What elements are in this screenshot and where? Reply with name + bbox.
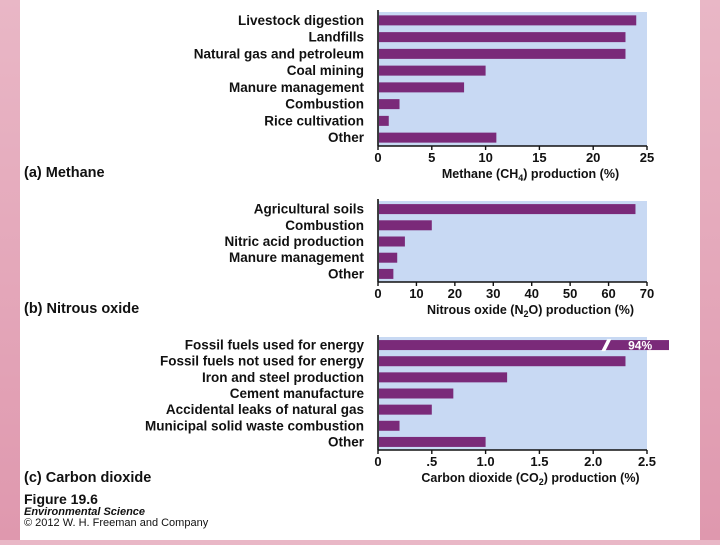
bar (379, 15, 637, 26)
plot-area (378, 201, 647, 282)
bar (379, 372, 508, 383)
bar (379, 82, 465, 93)
bar (379, 99, 400, 110)
category-label: Manure management (229, 80, 365, 95)
axis-label-text: ) production (%) (523, 167, 619, 181)
axis-label-subscript: 2 (539, 477, 544, 487)
x-tick-label: 20 (586, 150, 600, 165)
carbon-dioxide-chart: Fossil fuels used for energy 94% Fossil fu… (24, 335, 669, 487)
bar (379, 404, 432, 415)
axis-label-text: Methane (CH (442, 167, 518, 181)
axis-break-mark (601, 339, 612, 352)
category-label: Other (328, 266, 365, 281)
category-label: Municipal solid waste combustion (145, 418, 364, 433)
category-label: Natural gas and petroleum (194, 46, 364, 61)
bar (379, 236, 405, 247)
bar (379, 356, 626, 367)
category-label: Fossil fuels used for energy (185, 338, 365, 353)
methane-x-axis-label: Methane (CH4) production (%) (442, 167, 619, 183)
slide: Livestock digestion Landfills Natural gas … (20, 0, 700, 540)
bar (379, 252, 398, 263)
bar (379, 132, 497, 143)
axis-label-text: O) production (%) (529, 303, 635, 317)
x-tick-label: 10 (409, 286, 423, 301)
x-tick-label: 50 (563, 286, 577, 301)
x-tick-label: 15 (532, 150, 546, 165)
bar (379, 388, 454, 399)
carbon-dioxide-x-axis-label: Carbon dioxide (CO2) production (%) (421, 471, 639, 487)
category-label: Manure management (229, 250, 365, 265)
category-label: Rice cultivation (264, 113, 364, 128)
x-tick-label: 10 (478, 150, 492, 165)
caption-figure-number: Figure 19.6 (24, 491, 98, 507)
x-tick-label: 25 (640, 150, 654, 165)
x-tick-label: 70 (640, 286, 654, 301)
bar (379, 220, 432, 231)
axis-label-subscript: 2 (523, 309, 528, 319)
data-label: 94% (628, 339, 652, 353)
axis-label-subscript: 4 (518, 173, 523, 183)
bar (379, 65, 486, 76)
bar (379, 340, 669, 351)
x-tick-label: 1.0 (477, 454, 495, 469)
x-tick-label: 2.5 (638, 454, 656, 469)
bar (379, 48, 626, 59)
bar (379, 32, 626, 43)
bar (379, 436, 486, 447)
category-label: Nitric acid production (224, 234, 364, 249)
axis-label-text: Carbon dioxide (CO (421, 471, 539, 485)
nitrous-oxide-x-axis-label: Nitrous oxide (N2O) production (%) (427, 303, 634, 319)
category-label: Landfills (308, 30, 364, 45)
axis-label-text: Nitrous oxide (N (427, 303, 524, 317)
figure-caption: Figure 19.6 Environmental Science © 2012… (24, 491, 209, 529)
nitrous-oxide-panel-title: (b) Nitrous oxide (24, 301, 139, 317)
x-tick-label: .5 (426, 454, 437, 469)
x-tick-label: 0 (374, 454, 381, 469)
category-label: Combustion (285, 97, 364, 112)
category-label: Coal mining (287, 63, 364, 78)
category-label: Agricultural soils (254, 202, 364, 217)
carbon-dioxide-panel-title: (c) Carbon dioxide (24, 470, 151, 486)
x-tick-label: 2.0 (584, 454, 602, 469)
bar (379, 268, 394, 279)
bar (379, 115, 389, 126)
x-tick-label: 20 (448, 286, 462, 301)
category-label: Fossil fuels not used for energy (160, 354, 365, 369)
category-label: Iron and steel production (202, 370, 364, 385)
caption-book-title: Environmental Science (24, 506, 145, 518)
x-tick-label: 40 (524, 286, 538, 301)
x-tick-label: 0 (374, 286, 381, 301)
bar (379, 204, 636, 215)
axis-label-text: ) production (%) (544, 471, 640, 485)
x-tick-label: 60 (601, 286, 615, 301)
category-label: Cement manufacture (230, 386, 365, 401)
category-label: Other (328, 130, 365, 145)
caption-copyright: © 2012 W. H. Freeman and Company (24, 517, 209, 529)
category-label: Livestock digestion (238, 13, 364, 28)
x-tick-label: 30 (486, 286, 500, 301)
category-label: Combustion (285, 218, 364, 233)
plot-area (378, 12, 647, 146)
bar (379, 420, 400, 431)
x-tick-label: 5 (428, 150, 435, 165)
x-tick-label: 0 (374, 150, 381, 165)
methane-panel-title: (a) Methane (24, 165, 105, 181)
x-tick-label: 1.5 (530, 454, 548, 469)
category-label: Other (328, 434, 365, 449)
category-label: Accidental leaks of natural gas (166, 402, 364, 417)
